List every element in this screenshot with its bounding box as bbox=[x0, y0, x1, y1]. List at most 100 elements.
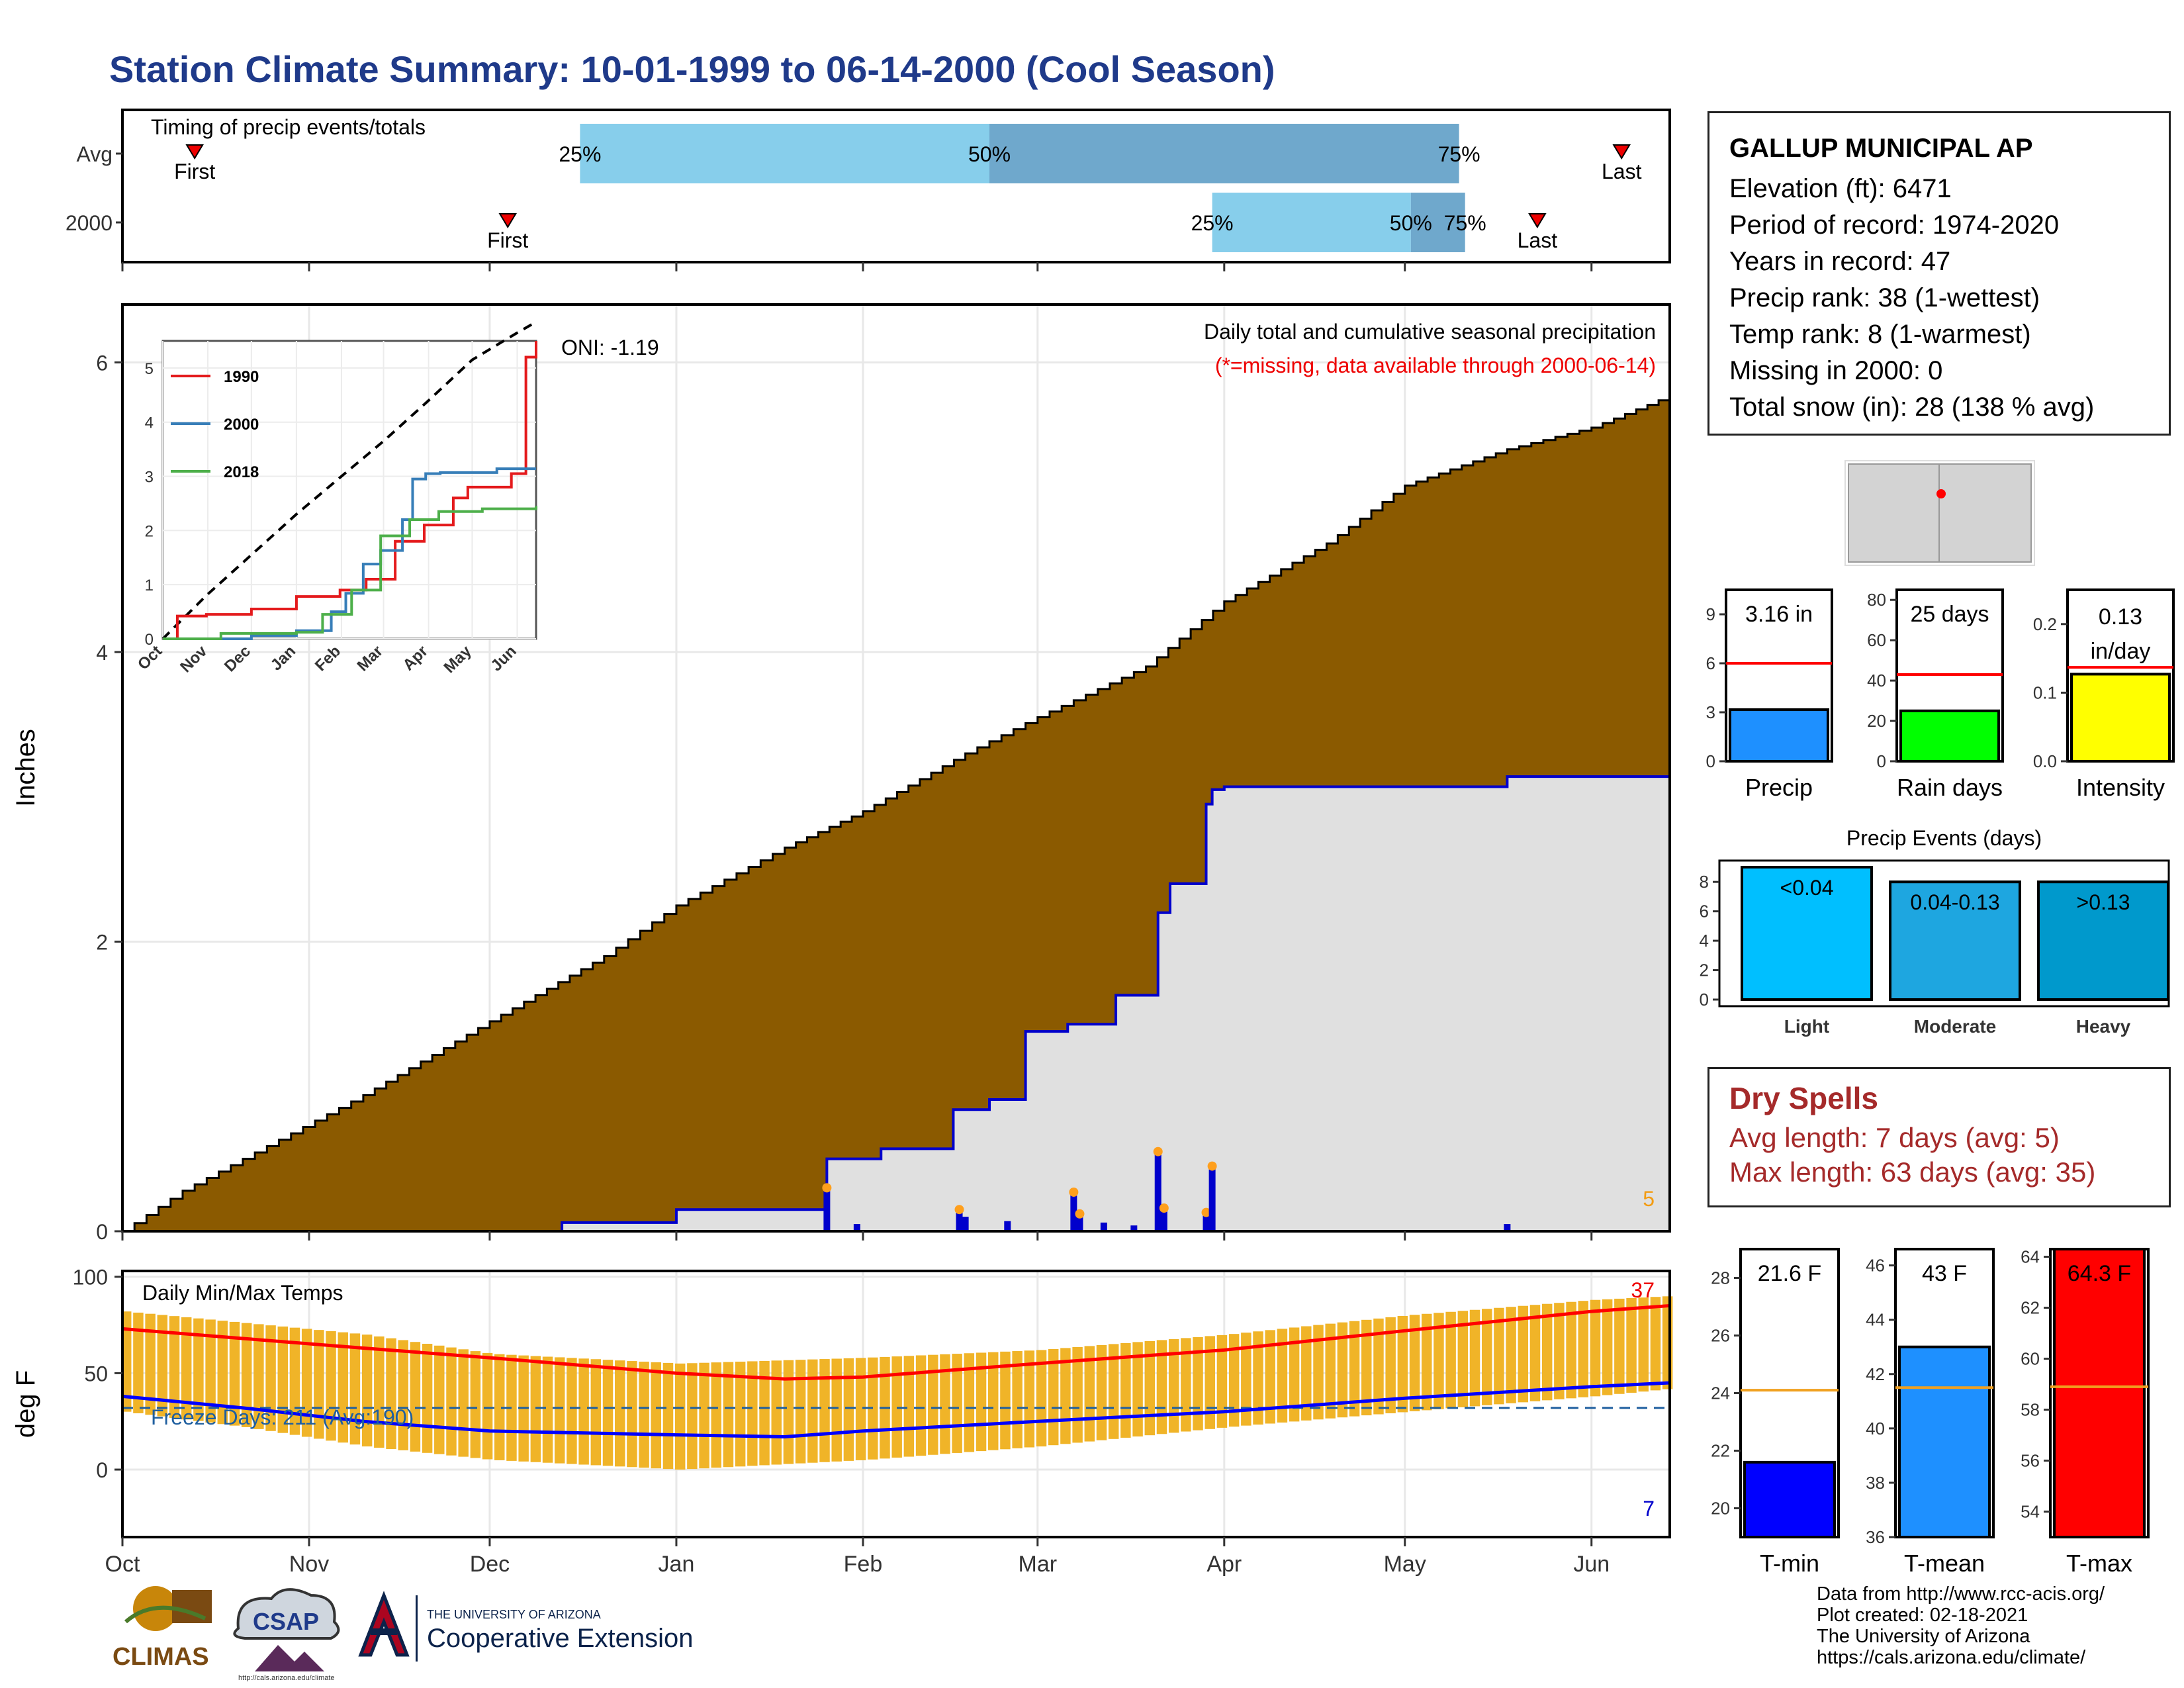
daily-temp-bar bbox=[1325, 1323, 1336, 1419]
summary-y-tick-label: 0 bbox=[1877, 751, 1886, 771]
daily-temp-bar bbox=[169, 1316, 180, 1418]
cumulative-2000-line bbox=[122, 775, 1670, 1233]
summary-y-tick-label: 3 bbox=[1706, 702, 1715, 722]
daily-temp-bar bbox=[217, 1321, 228, 1425]
daily-temp-bar bbox=[639, 1362, 649, 1468]
timing-row-label: Avg bbox=[76, 142, 113, 166]
summary-y-tick-label: 80 bbox=[1867, 590, 1886, 610]
station-snow: Total snow (in): 28 (138 % avg) bbox=[1729, 393, 2095, 422]
summary-y-tick-label: 20 bbox=[1867, 711, 1886, 731]
events-x-label: Moderate bbox=[1914, 1016, 1996, 1037]
inset-series-2018 bbox=[163, 506, 537, 640]
summary-bar-T-max bbox=[2053, 1248, 2146, 1538]
dry-spells-heading: Dry Spells bbox=[1729, 1081, 1878, 1115]
events-bar-label: >0.13 bbox=[2077, 890, 2130, 914]
events-bar-label: 0.04-0.13 bbox=[1910, 890, 1999, 914]
events-title: Precip Events (days) bbox=[1846, 826, 2042, 850]
daily-temp-bar bbox=[1602, 1299, 1613, 1395]
timing-bar-25-50-2000 bbox=[1212, 193, 1411, 252]
events-y-tick-label: 2 bbox=[1700, 961, 1709, 980]
daily-temp-bar bbox=[747, 1361, 758, 1466]
summary-value-label: 25 days bbox=[1910, 602, 1989, 627]
daily-temp-bar bbox=[338, 1332, 348, 1443]
summary-bar-Rain days bbox=[1899, 709, 2000, 763]
summary-value-label: 64.3 F bbox=[2068, 1261, 2131, 1286]
ua-logo: THE UNIVERSITY OF ARIZONA Cooperative Ex… bbox=[358, 1591, 693, 1662]
daily-temp-bar bbox=[1433, 1313, 1444, 1409]
daily-temp-bar bbox=[1132, 1342, 1143, 1437]
temps-plot-frame bbox=[121, 1270, 1671, 1538]
freeze-days-label: Freeze Days: 211 (Avg:190) bbox=[151, 1405, 414, 1429]
daily-temp-bar bbox=[915, 1355, 927, 1456]
daily-temp-bar bbox=[530, 1356, 541, 1462]
daily-temp-bar bbox=[602, 1360, 614, 1466]
footer: Data from http://www.rcc-acis.org/ Plot … bbox=[1817, 1583, 2105, 1668]
station-years: Years in record: 47 bbox=[1729, 247, 1951, 276]
timing-last-label: Last bbox=[1602, 160, 1642, 183]
daily-precip-marker bbox=[1153, 1147, 1163, 1156]
daily-precip-bar bbox=[853, 1224, 860, 1231]
timing-first-marker bbox=[185, 144, 204, 160]
summary-y-tick-label: 22 bbox=[1711, 1441, 1730, 1461]
temps-x-tick-label: Feb bbox=[844, 1552, 883, 1577]
daily-temp-bar bbox=[699, 1362, 709, 1469]
footer-plot-created: Plot created: 02-18-2021 bbox=[1817, 1605, 2028, 1626]
daily-precip-marker bbox=[1201, 1207, 1211, 1217]
summary-y-tick-label: 9 bbox=[1706, 604, 1715, 624]
daily-temp-bar bbox=[711, 1362, 721, 1468]
daily-temp-bar bbox=[1518, 1305, 1529, 1403]
inset-y-tick-label: 1 bbox=[145, 577, 154, 594]
daily-temp-bar bbox=[1265, 1330, 1275, 1424]
daily-precip-marker bbox=[1159, 1203, 1169, 1213]
footer-university: The University of Arizona bbox=[1817, 1626, 2030, 1647]
daily-temp-bar bbox=[193, 1318, 204, 1421]
summary-value-label: 0.13 bbox=[2099, 604, 2142, 630]
daily-temp-bar bbox=[542, 1356, 553, 1463]
oni-label: ONI: -1.19 bbox=[561, 336, 659, 359]
summary-y-tick-label: 0.0 bbox=[2033, 751, 2057, 771]
events-bar-label: <0.04 bbox=[1780, 876, 1834, 900]
csap-logo: CSAP http://cals.arizona.edu/climate bbox=[233, 1588, 340, 1681]
footer-url: https://cals.arizona.edu/climate/ bbox=[1817, 1647, 2086, 1668]
summary-y-tick-label: 60 bbox=[1867, 630, 1886, 650]
daily-temp-bar bbox=[723, 1362, 734, 1468]
daily-temp-bar bbox=[1168, 1338, 1179, 1433]
daily-temp-bar bbox=[1506, 1307, 1516, 1403]
summary-panel-name: Rain days bbox=[1897, 774, 2003, 801]
daily-temp-bar bbox=[819, 1359, 830, 1462]
daily-temp-bar bbox=[482, 1352, 493, 1460]
temps-y-axis-label: deg F bbox=[11, 1370, 40, 1438]
summary-y-tick-label: 28 bbox=[1711, 1268, 1730, 1288]
daily-precip-bar bbox=[1100, 1222, 1107, 1231]
daily-precip-bar bbox=[1208, 1166, 1216, 1231]
daily-temp-bar bbox=[614, 1360, 625, 1467]
daily-temp-bar bbox=[205, 1319, 216, 1423]
daily-temp-bar bbox=[314, 1330, 324, 1439]
daily-temp-bar bbox=[1216, 1335, 1228, 1428]
summary-value-label: 3.16 in bbox=[1745, 602, 1813, 627]
timing-last-marker bbox=[1612, 144, 1631, 160]
summary-y-tick-label: 40 bbox=[1867, 671, 1886, 690]
timing-first-marker bbox=[498, 213, 517, 228]
precip-y-axis-label: Inches bbox=[11, 729, 40, 807]
daily-temp-bar bbox=[241, 1323, 252, 1427]
summary-y-tick-label: 58 bbox=[2021, 1400, 2040, 1420]
summary-y-tick-label: 56 bbox=[2021, 1451, 2040, 1471]
ua-logo-big-text: Cooperative Extension bbox=[427, 1624, 693, 1653]
daily-precip-bar bbox=[1076, 1213, 1083, 1231]
daily-temp-bar bbox=[157, 1315, 168, 1417]
events-x-label: Light bbox=[1784, 1016, 1829, 1037]
daily-temp-bar bbox=[145, 1313, 156, 1415]
precip-y-tick-label: 4 bbox=[96, 641, 108, 665]
daily-temp-bar bbox=[567, 1358, 577, 1464]
temps-x-tick-label: Oct bbox=[105, 1552, 140, 1577]
daily-temp-bar bbox=[1529, 1305, 1541, 1401]
summary-value-label: 21.6 F bbox=[1758, 1261, 1821, 1286]
temps-x-tick-label: Apr bbox=[1206, 1552, 1242, 1577]
temps-x-tick-label: Mar bbox=[1019, 1552, 1058, 1577]
daily-temp-bar bbox=[807, 1359, 818, 1463]
daily-temp-bar bbox=[386, 1338, 396, 1449]
summary-y-tick-label: 0.1 bbox=[2033, 682, 2057, 702]
daily-temp-bar bbox=[1578, 1301, 1589, 1397]
daily-temp-bar bbox=[578, 1358, 589, 1465]
